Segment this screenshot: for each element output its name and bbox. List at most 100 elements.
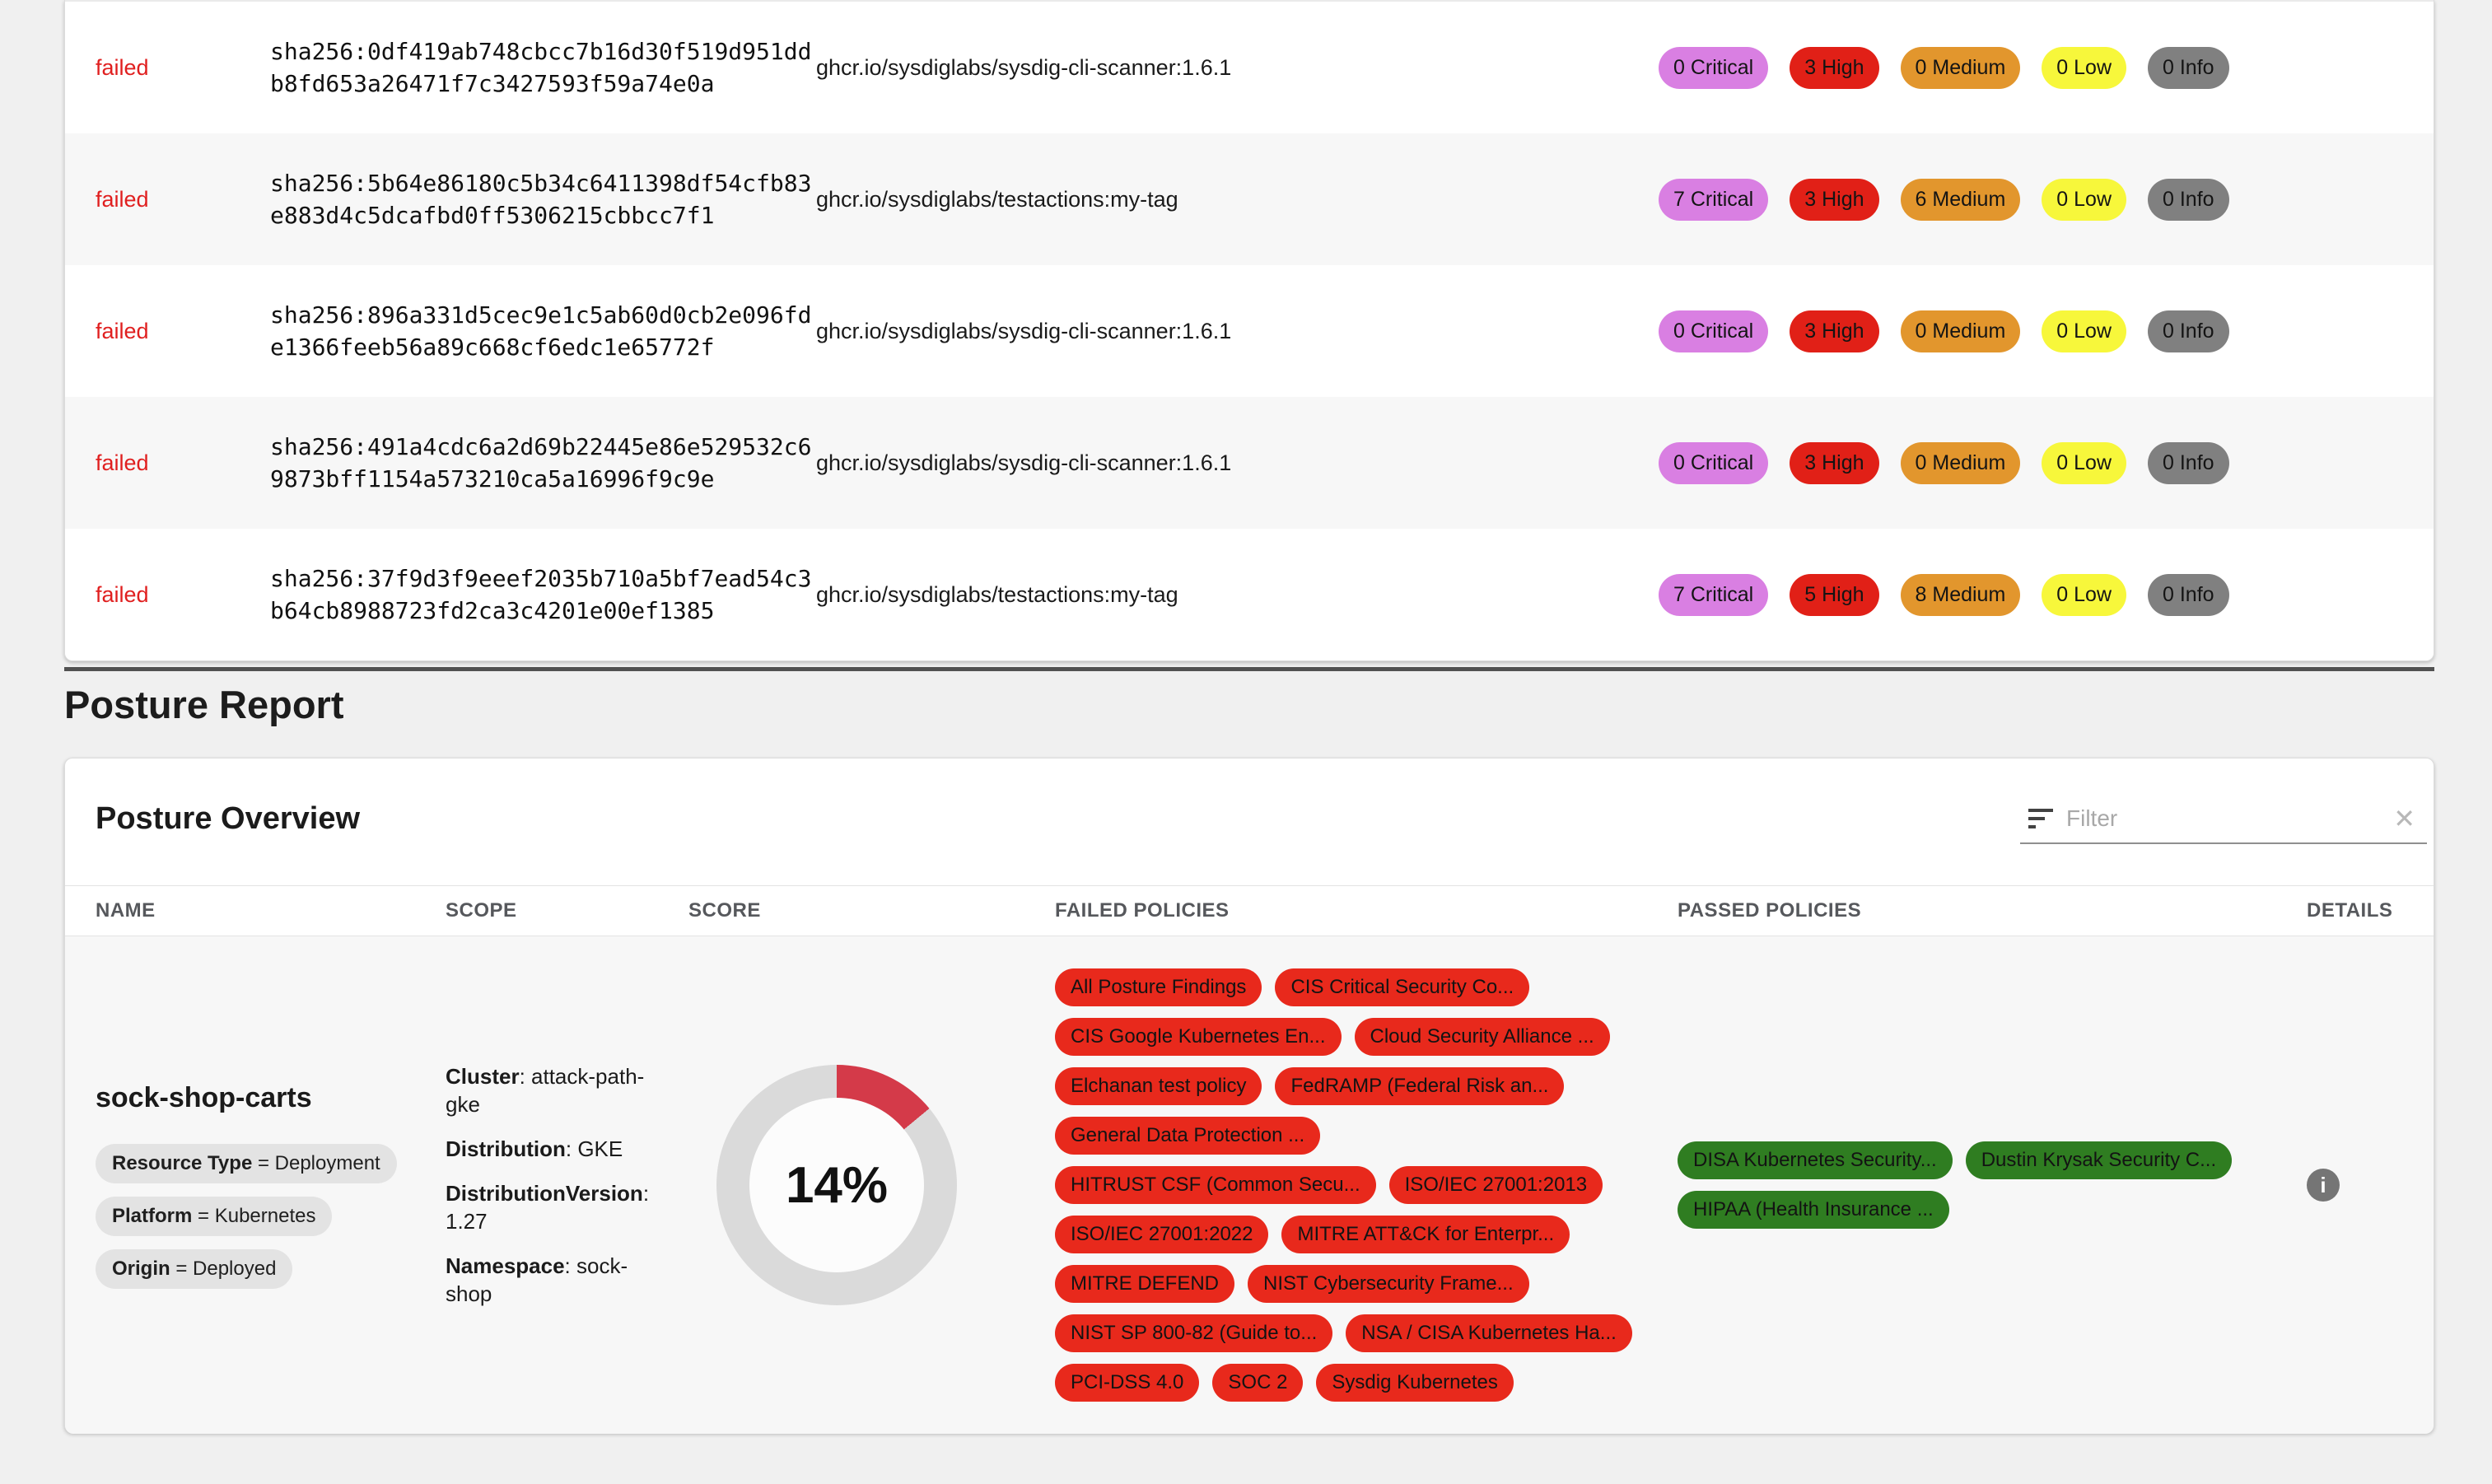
severity-badge-medium: 0 Medium	[1900, 46, 2021, 89]
severity-badge-low: 0 Low	[2042, 573, 2126, 616]
scan-status: failed	[96, 54, 149, 80]
resource-name: sock-shop-carts	[96, 1081, 312, 1113]
image-digest: sha256:0df419ab748cbcc7b16d30f519d951dd …	[270, 38, 812, 97]
scan-result-row: failed sha256:37f9d3f9eeef2035b710a5bf7ea…	[65, 529, 2434, 660]
image-digest: sha256:491a4cdc6a2d69b22445e86e529532c6 …	[270, 433, 812, 492]
scope-value: : attack-path-gke	[446, 1064, 645, 1117]
scope-label: Cluster	[446, 1064, 520, 1089]
image-name: ghcr.io/sysdiglabs/sysdig-cli-scanner:1.…	[816, 318, 1232, 343]
posture-overview-title: Posture Overview	[96, 801, 361, 836]
posture-overview-card: Posture Overview ✕ NAME SCOPE SCORE FAIL…	[64, 758, 2434, 1434]
details-cell	[2307, 1169, 2435, 1202]
filter-icon	[2028, 809, 2055, 828]
severity-badge-high: 5 High	[1790, 573, 1879, 616]
scope-value: : GKE	[565, 1136, 623, 1161]
severity-badge-critical: 0 Critical	[1659, 441, 1769, 484]
scan-result-row: failed sha256:0df419ab748cbcc7b16d30f519d…	[65, 2, 2434, 133]
scope-value: : sock-shop	[446, 1253, 628, 1306]
passed-policy-pill: HIPAA (Health Insurance ...	[1678, 1191, 1949, 1229]
failed-policy-pill: Cloud Security Alliance ...	[1354, 1018, 1610, 1056]
scan-results-card: failed sha256:0df419ab748cbcc7b16d30f519d…	[64, 0, 2434, 661]
failed-policy-pill: NSA / CISA Kubernetes Ha...	[1346, 1314, 1632, 1352]
score-value: 14%	[749, 1098, 924, 1272]
failed-policy-pill: CIS Critical Security Co...	[1275, 968, 1530, 1006]
severity-badge-critical: 7 Critical	[1659, 178, 1769, 221]
failed-policy-pill: ISO/IEC 27001:2013	[1388, 1166, 1603, 1204]
failed-policy-pill: General Data Protection ...	[1055, 1117, 1321, 1155]
scope-cell: Cluster: attack-path-gke Distribution: GK…	[446, 1062, 656, 1308]
severity-badge-critical: 0 Critical	[1659, 310, 1769, 352]
passed-policy-pill: DISA Kubernetes Security...	[1678, 1141, 1953, 1179]
scan-status: failed	[96, 318, 149, 343]
severity-badges: 7 Critical 5 High 8 Medium 0 Low 0 Info	[1659, 573, 2434, 616]
section-divider	[64, 667, 2434, 671]
scan-status: failed	[96, 581, 149, 607]
failed-policy-pill: ISO/IEC 27001:2022	[1055, 1216, 1269, 1253]
severity-badge-info: 0 Info	[2148, 46, 2229, 89]
tag-value: = Deployment	[252, 1151, 380, 1174]
failed-policy-pill: Sysdig Kubernetes	[1316, 1364, 1514, 1402]
severity-badge-info: 0 Info	[2148, 310, 2229, 352]
filter-clear-icon[interactable]: ✕	[2393, 804, 2415, 833]
image-digest: sha256:896a331d5cec9e1c5ab60d0cb2e096fd …	[270, 301, 812, 361]
severity-badge-medium: 0 Medium	[1900, 441, 2021, 484]
posture-row: sock-shop-carts Resource Type = Deployme…	[65, 936, 2434, 1434]
failed-policy-pill: NIST SP 800-82 (Guide to...	[1055, 1314, 1333, 1352]
severity-badges: 0 Critical 3 High 0 Medium 0 Low 0 Info	[1659, 310, 2434, 352]
severity-badge-info: 0 Info	[2148, 573, 2229, 616]
passed-policy-pill: Dustin Krysak Security C...	[1965, 1141, 2233, 1179]
score-cell: 14%	[688, 1065, 1055, 1305]
severity-badge-medium: 6 Medium	[1900, 178, 2021, 221]
severity-badge-medium: 0 Medium	[1900, 310, 2021, 352]
failed-policies-cell: All Posture Findings CIS Critical Securit…	[1055, 968, 1678, 1402]
severity-badge-medium: 8 Medium	[1900, 573, 2021, 616]
image-name: ghcr.io/sysdiglabs/sysdig-cli-scanner:1.…	[816, 54, 1232, 80]
scan-result-row: failed sha256:896a331d5cec9e1c5ab60d0cb2e…	[65, 265, 2434, 397]
scope-label: Distribution	[446, 1136, 566, 1161]
scope-label: Namespace	[446, 1253, 565, 1278]
severity-badges: 0 Critical 3 High 0 Medium 0 Low 0 Info	[1659, 46, 2434, 89]
passed-policies-cell: DISA Kubernetes Security... Dustin Krysak…	[1678, 1141, 2307, 1229]
filter-box: ✕	[2020, 795, 2427, 844]
severity-badge-low: 0 Low	[2042, 46, 2126, 89]
score-donut: 14%	[716, 1065, 957, 1305]
column-header-failed-policies: FAILED POLICIES	[1055, 899, 1230, 922]
failed-policy-pill: Elchanan test policy	[1055, 1067, 1262, 1105]
scan-results-table: failed sha256:0df419ab748cbcc7b16d30f519d…	[65, 2, 2434, 660]
column-header-score: SCORE	[688, 899, 761, 922]
severity-badges: 7 Critical 3 High 6 Medium 0 Low 0 Info	[1659, 178, 2434, 221]
resource-tag: Resource Type = Deployment	[96, 1143, 397, 1183]
image-digest: sha256:5b64e86180c5b34c6411398df54cfb83 …	[270, 170, 812, 229]
severity-badge-critical: 7 Critical	[1659, 573, 1769, 616]
info-icon[interactable]	[2307, 1169, 2340, 1202]
resource-tag: Origin = Deployed	[96, 1248, 293, 1289]
tag-value: = Deployed	[170, 1257, 277, 1280]
scan-status: failed	[96, 450, 149, 475]
severity-badge-critical: 0 Critical	[1659, 46, 1769, 89]
resource-tag: Platform = Kubernetes	[96, 1196, 333, 1236]
failed-policy-pill: MITRE DEFEND	[1055, 1265, 1234, 1303]
scan-result-row: failed sha256:5b64e86180c5b34c6411398df54…	[65, 133, 2434, 265]
column-header-passed-policies: PASSED POLICIES	[1678, 899, 1862, 922]
image-name: ghcr.io/sysdiglabs/testactions:my-tag	[816, 186, 1178, 212]
failed-policy-pill: CIS Google Kubernetes En...	[1055, 1018, 1342, 1056]
scan-result-row: failed sha256:491a4cdc6a2d69b22445e86e529…	[65, 397, 2434, 529]
resource-tags: Resource Type = Deployment Platform = Kub…	[96, 1143, 446, 1289]
severity-badge-low: 0 Low	[2042, 178, 2126, 221]
column-header-details: DETAILS	[2307, 899, 2393, 922]
failed-policy-pill: MITRE ATT&CK for Enterpr...	[1281, 1216, 1570, 1253]
scope-line: DistributionVersion: 1.27	[446, 1179, 656, 1235]
image-name: ghcr.io/sysdiglabs/testactions:my-tag	[816, 581, 1178, 607]
severity-badge-high: 3 High	[1790, 310, 1879, 352]
column-header-scope: SCOPE	[446, 899, 517, 922]
posture-table-header: NAME SCOPE SCORE FAILED POLICIES PASSED …	[65, 885, 2434, 936]
severity-badge-info: 0 Info	[2148, 178, 2229, 221]
scope-line: Cluster: attack-path-gke	[446, 1062, 656, 1118]
failed-policy-pill: HITRUST CSF (Common Secu...	[1055, 1166, 1376, 1204]
image-name: ghcr.io/sysdiglabs/sysdig-cli-scanner:1.…	[816, 450, 1232, 475]
failed-policy-pill: PCI-DSS 4.0	[1055, 1364, 1200, 1402]
filter-input[interactable]	[2055, 805, 2394, 832]
tag-key: Origin	[112, 1257, 170, 1280]
posture-overview-header: Posture Overview ✕	[65, 758, 2434, 885]
